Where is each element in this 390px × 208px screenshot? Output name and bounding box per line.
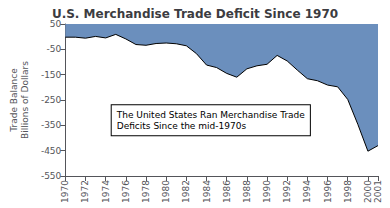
- svg-text:1972: 1972: [80, 180, 90, 203]
- svg-text:1990: 1990: [262, 180, 272, 203]
- svg-text:1976: 1976: [121, 180, 131, 203]
- svg-text:Billions of Dollars: Billions of Dollars: [20, 61, 30, 139]
- svg-text:1984: 1984: [202, 180, 212, 203]
- svg-text:Trade Balance: Trade Balance: [9, 68, 19, 133]
- svg-text:1974: 1974: [101, 180, 111, 203]
- svg-text:2000: 2000: [363, 180, 373, 203]
- svg-text:1996: 1996: [323, 180, 333, 203]
- svg-text:1970: 1970: [60, 180, 70, 203]
- svg-text:1978: 1978: [141, 180, 151, 203]
- svg-text:1986: 1986: [222, 180, 232, 203]
- svg-text:50: 50: [49, 19, 62, 29]
- svg-text:-150: -150: [41, 70, 62, 80]
- svg-text:-550: -550: [41, 171, 62, 181]
- svg-text:-250: -250: [41, 95, 62, 105]
- svg-text:Deficits Since the mid-1970s: Deficits Since the mid-1970s: [117, 121, 247, 131]
- svg-text:1980: 1980: [161, 180, 171, 203]
- svg-text:The United States Ran Merchand: The United States Ran Merchandise Trade: [116, 110, 306, 120]
- svg-text:-50: -50: [47, 44, 62, 54]
- svg-text:1988: 1988: [242, 180, 252, 203]
- svg-text:-350: -350: [41, 120, 62, 130]
- svg-text:2001: 2001: [373, 180, 383, 203]
- svg-text:1982: 1982: [181, 180, 191, 203]
- svg-text:-450: -450: [41, 146, 62, 156]
- svg-text:1994: 1994: [302, 180, 312, 203]
- svg-text:1998: 1998: [343, 180, 353, 203]
- svg-text:1992: 1992: [282, 180, 292, 203]
- svg-text:U.S. Merchandise Trade Deficit: U.S. Merchandise Trade Deficit Since 197…: [52, 7, 338, 21]
